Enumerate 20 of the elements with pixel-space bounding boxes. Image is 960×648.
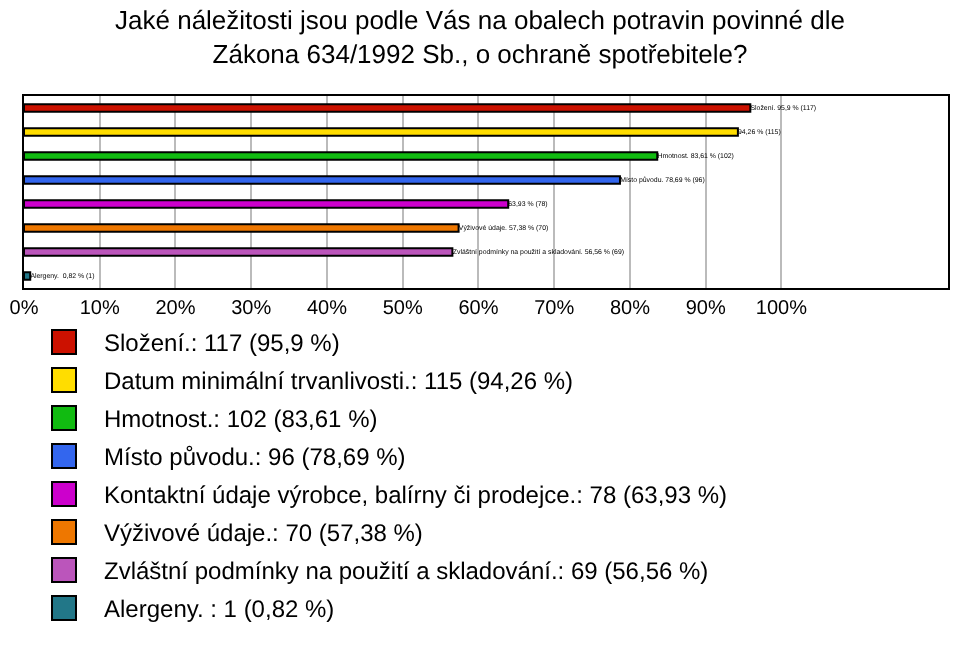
- x-tick-label: 100%: [755, 298, 808, 320]
- legend-label: Kontaktní údaje výrobce, balírny či prodejce.: 78 (63,93 %): [104, 481, 728, 510]
- x-tick-label: 20%: [155, 298, 196, 320]
- legend-label: Složení.: 117 (95,9 %): [104, 329, 340, 358]
- legend-label: Alergeny. : 1 (0,82 %): [104, 595, 335, 624]
- x-tick-label: 50%: [382, 298, 423, 320]
- legend-label: Datum minimální trvanlivosti.: 115 (94,26 %): [104, 367, 574, 396]
- legend-label: Výživové údaje.: 70 (57,38 %): [104, 519, 423, 548]
- x-tick-label: 90%: [685, 298, 726, 320]
- x-tick-label: 70%: [534, 298, 575, 320]
- x-tick-label: 60%: [458, 298, 499, 320]
- x-tick-label: 80%: [609, 298, 651, 320]
- legend-label: Hmotnost.: 102 (83,61 %): [104, 405, 378, 434]
- x-tick-label: 30%: [231, 298, 272, 320]
- x-tick-label: 0%: [9, 298, 39, 320]
- x-tick-label: 40%: [306, 298, 348, 320]
- chart-title: Jaké náležitosti jsou podle Vás na obalech potravin povinné dle Zákona 634/1992 Sb., o ochraně spotřebitele?: [115, 5, 845, 69]
- legend-label: Zvláštní podmínky na použití a skladování.: 69 (56,56 %): [104, 557, 709, 586]
- x-tick-label: 10%: [79, 298, 120, 320]
- legend-label: Místo původu.: 96 (78,69 %): [104, 443, 406, 472]
